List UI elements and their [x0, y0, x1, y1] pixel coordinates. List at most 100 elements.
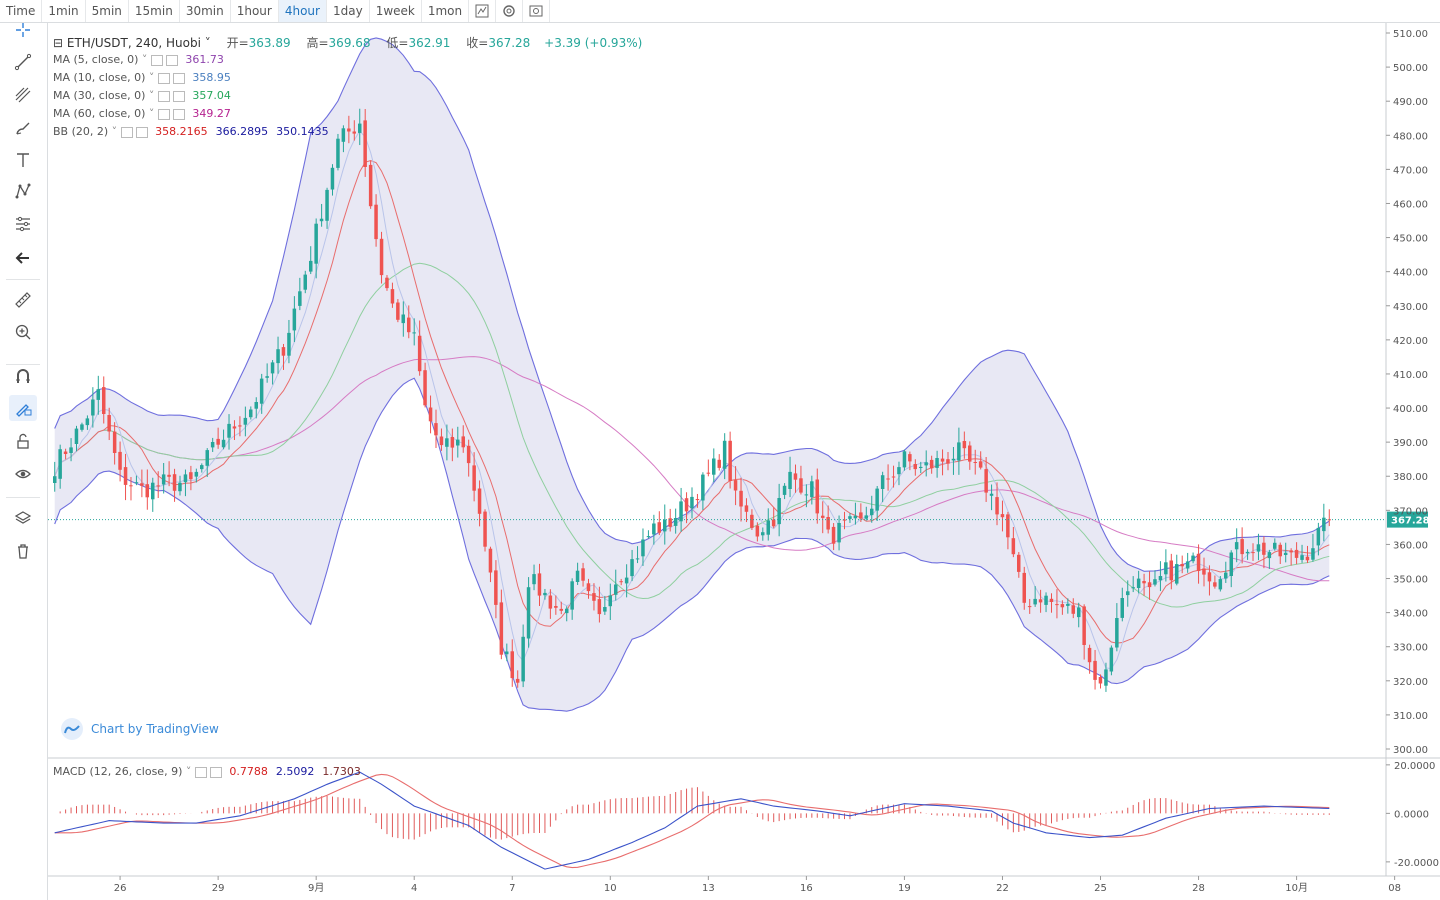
- main-legend: ⊟ ETH/USDT, 240, Huobi ˅ 开=363.89 高=369.…: [53, 34, 642, 51]
- candle-body: [951, 458, 956, 461]
- timeframe-30min[interactable]: 30min: [180, 0, 231, 22]
- candle-body: [96, 389, 100, 400]
- tool-measure[interactable]: [9, 211, 37, 237]
- candle-body: [1169, 560, 1173, 581]
- candle-body: [287, 332, 291, 356]
- tool-pitchfork[interactable]: [9, 82, 37, 108]
- chevron-down-icon[interactable]: ˅: [145, 89, 155, 102]
- candle: [929, 455, 934, 474]
- macd-buttons[interactable]: [195, 767, 225, 778]
- candle-body: [859, 512, 863, 519]
- timeframe-1day[interactable]: 1day: [327, 0, 370, 22]
- candle-body: [347, 128, 351, 132]
- close-icon[interactable]: [210, 767, 223, 778]
- candle-body: [439, 436, 444, 446]
- close-icon[interactable]: [173, 73, 186, 84]
- chevron-down-icon[interactable]: ˅: [145, 71, 155, 84]
- candle-body: [309, 260, 313, 272]
- candle-body: [586, 583, 591, 592]
- candle-body: [1115, 618, 1119, 648]
- indicator-label: MA (10, close, 0): [53, 71, 146, 84]
- chevron-down-icon[interactable]: ˅: [204, 36, 211, 50]
- candle-body: [1000, 514, 1005, 518]
- settings-icon[interactable]: [195, 767, 208, 778]
- macd-y-tick-label: 0.0000: [1394, 809, 1429, 820]
- candle-body: [53, 476, 57, 483]
- candle-body: [777, 498, 781, 525]
- tradingview-credit[interactable]: Chart by TradingView: [61, 716, 219, 742]
- candle-body: [543, 592, 547, 596]
- candle-body: [646, 536, 651, 538]
- candle-body: [1175, 564, 1179, 584]
- settings-icon[interactable]: [158, 73, 171, 84]
- y-tick-label: 450.00: [1393, 234, 1428, 245]
- timeframe-1hour[interactable]: 1hour: [231, 0, 279, 22]
- candle: [140, 469, 144, 498]
- pitchfork-icon: [15, 87, 31, 103]
- settings-icon[interactable]: [158, 91, 171, 102]
- tool-layers[interactable]: [9, 505, 37, 531]
- candle-body: [1153, 579, 1157, 585]
- timeframe-4hour[interactable]: 4hour: [278, 0, 327, 22]
- close-icon[interactable]: [166, 55, 179, 66]
- chevron-down-icon[interactable]: ˅: [138, 53, 148, 66]
- chevron-down-icon[interactable]: ˅: [145, 107, 155, 120]
- tool-back-arrow[interactable]: [9, 245, 37, 271]
- screenshot-button[interactable]: [523, 0, 551, 22]
- tool-magnet[interactable]: [9, 363, 37, 389]
- collapse-icon[interactable]: ⊟: [53, 36, 64, 50]
- y-tick-label: 330.00: [1393, 643, 1428, 654]
- settings-icon[interactable]: [158, 109, 171, 120]
- indicator-buttons[interactable]: [158, 109, 188, 120]
- candle-body: [1126, 591, 1130, 596]
- tool-unlock[interactable]: [9, 428, 37, 454]
- candle: [1120, 587, 1124, 622]
- tool-trash[interactable]: [9, 538, 37, 564]
- indicator-buttons[interactable]: [158, 73, 188, 84]
- tool-pattern[interactable]: [9, 178, 37, 204]
- settings-icon[interactable]: [121, 127, 134, 138]
- x-tick-label: 26: [114, 883, 127, 894]
- candle: [575, 562, 580, 585]
- close-icon[interactable]: [173, 91, 186, 102]
- tool-brush[interactable]: [9, 115, 37, 141]
- candle: [341, 125, 346, 153]
- candle: [1300, 544, 1304, 563]
- tool-zoom-in[interactable]: [9, 319, 37, 345]
- indicator-button[interactable]: [469, 0, 497, 22]
- timeframe-5min[interactable]: 5min: [86, 0, 129, 22]
- tool-text[interactable]: [9, 147, 37, 173]
- tool-crosshair[interactable]: [9, 17, 37, 43]
- candle: [172, 468, 177, 502]
- timeframe-1mon[interactable]: 1mon: [422, 0, 470, 22]
- candle-body: [624, 577, 629, 584]
- candle: [755, 522, 760, 542]
- close-icon[interactable]: [173, 109, 186, 120]
- indicator-buttons[interactable]: [151, 55, 181, 66]
- settings-button[interactable]: [496, 0, 524, 22]
- timeframe-1min[interactable]: 1min: [42, 0, 86, 22]
- candle: [477, 480, 482, 527]
- timeframe-Time[interactable]: Time: [0, 0, 43, 22]
- chevron-down-icon[interactable]: ˅: [182, 765, 192, 778]
- close-icon[interactable]: [136, 127, 149, 138]
- tool-ruler[interactable]: [9, 287, 37, 313]
- candle: [597, 586, 602, 623]
- candle: [330, 164, 335, 196]
- candle: [298, 277, 302, 311]
- tool-eye[interactable]: [9, 461, 37, 487]
- candle: [870, 495, 874, 523]
- chevron-down-icon[interactable]: ˅: [108, 125, 118, 138]
- candle-body: [445, 438, 449, 447]
- timeframe-15min[interactable]: 15min: [129, 0, 180, 22]
- indicator-buttons[interactable]: [121, 127, 151, 138]
- indicator-value: 358.2165: [155, 125, 208, 138]
- indicator-buttons[interactable]: [158, 91, 188, 102]
- candle: [853, 502, 858, 525]
- candle: [69, 438, 73, 462]
- tool-lock-drawing[interactable]: [9, 395, 37, 421]
- timeframe-1week[interactable]: 1week: [370, 0, 422, 22]
- tool-trend-line[interactable]: [9, 49, 37, 75]
- settings-icon[interactable]: [151, 55, 164, 66]
